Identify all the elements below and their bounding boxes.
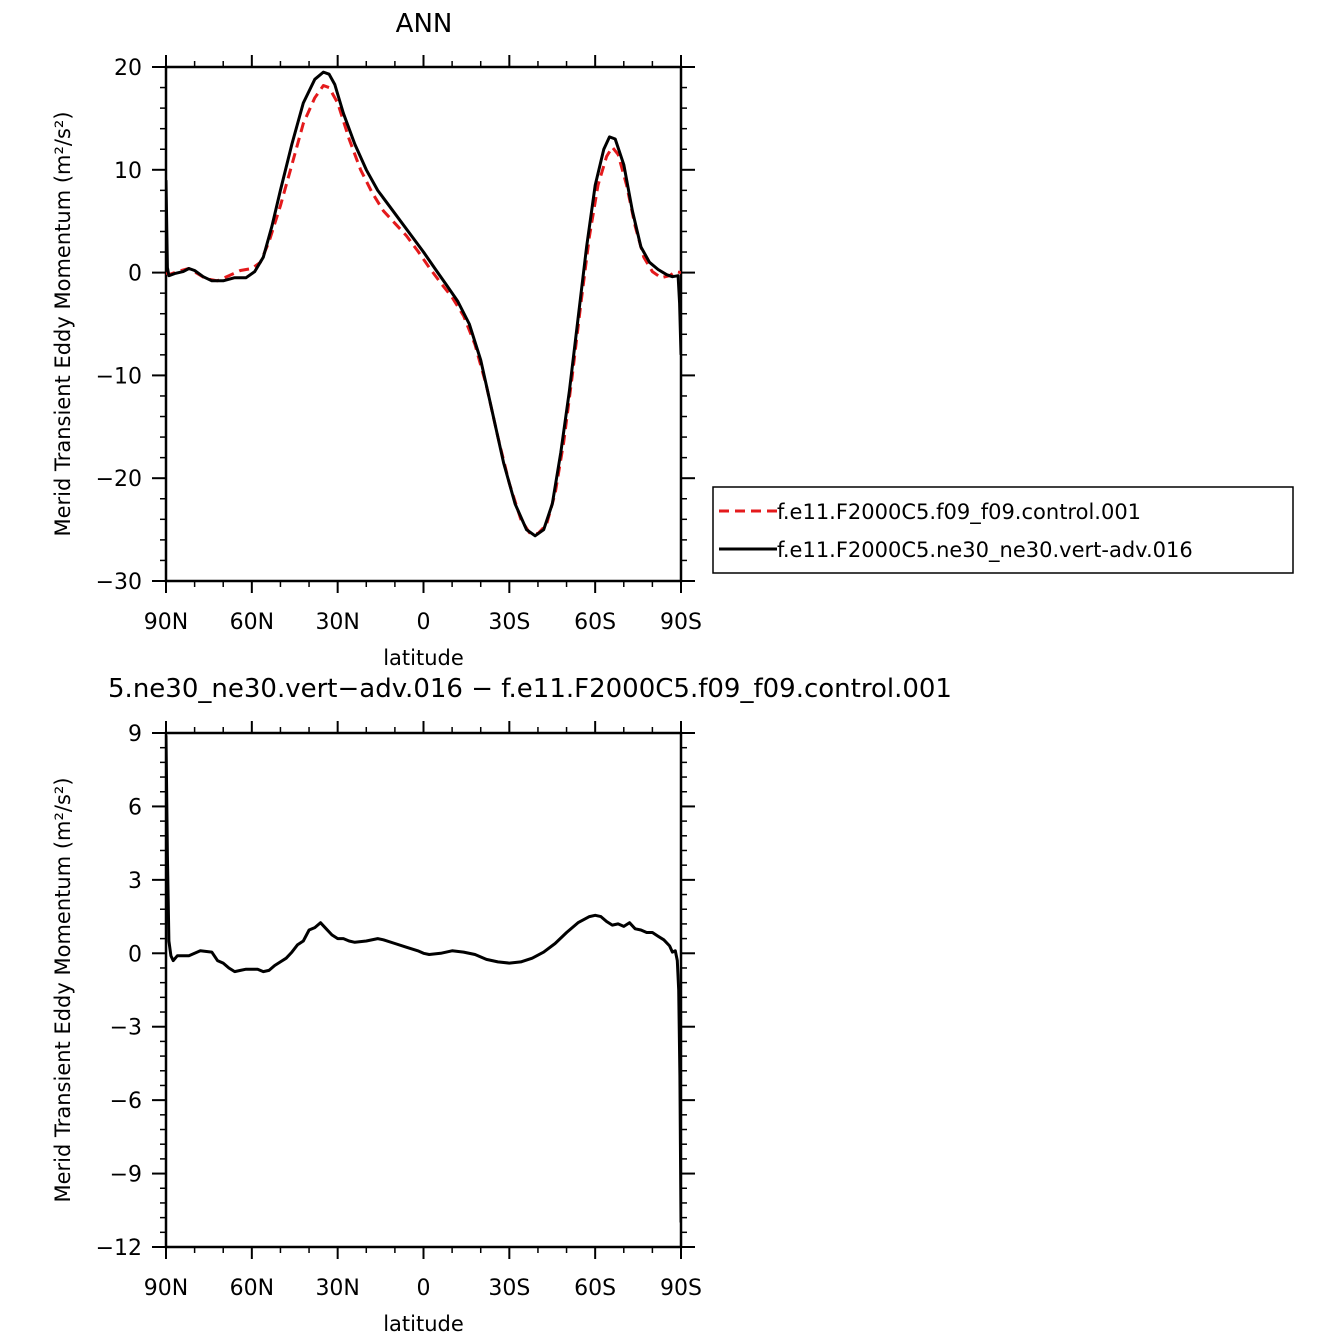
y-tick-label: −12 — [96, 1236, 142, 1261]
x-tick-label: 90N — [144, 610, 188, 635]
y-tick-label: 6 — [128, 795, 142, 820]
chart-title: ANN — [396, 9, 453, 39]
y-tick-label: 3 — [128, 869, 142, 894]
x-tick-label: 30N — [315, 610, 359, 635]
y-tick-label: −30 — [96, 570, 142, 595]
plot-frame — [164, 65, 683, 583]
y-axis-label: Merid Transient Eddy Momentum (m²/s²) — [51, 111, 75, 536]
legend-label-0: f.e11.F2000C5.f09_f09.control.001 — [777, 500, 1141, 525]
series-line-0 — [166, 735, 681, 1223]
x-tick-label: 30S — [488, 610, 530, 635]
legend-label-1: f.e11.F2000C5.ne30_ne30.vert-adv.016 — [777, 538, 1193, 563]
x-tick-label: 60S — [574, 610, 616, 635]
x-tick-label: 0 — [417, 1276, 431, 1301]
y-axis-label: Merid Transient Eddy Momentum (m²/s²) — [51, 777, 75, 1202]
x-tick-label: 90S — [660, 610, 702, 635]
panel-top-chart: ANN 90N 60N 30N 0 30S 60S 90S 20 10 0 −10 −20 −30 lati… — [51, 9, 1294, 670]
legend-box — [712, 486, 1294, 574]
y-tick-label: 0 — [128, 262, 142, 287]
y-tick-label: −9 — [110, 1163, 142, 1188]
x-tick-label: 90S — [660, 1276, 702, 1301]
x-tick-label: 60N — [230, 610, 274, 635]
panel-bottom-chart: 5.ne30_ne30.vert−adv.016 − f.e11.F2000C5… — [51, 674, 952, 1336]
x-axis-label: latitude — [383, 646, 464, 670]
y-tick-label: −6 — [110, 1089, 142, 1114]
y-tick-label: −20 — [96, 467, 142, 492]
chart-title: 5.ne30_ne30.vert−adv.016 − f.e11.F2000C5… — [108, 674, 952, 704]
y-tick-label: 20 — [114, 56, 142, 81]
x-tick-label: 30N — [315, 1276, 359, 1301]
series-line-1 — [166, 70, 681, 538]
x-tick-label: 60N — [230, 1276, 274, 1301]
y-tick-label: 9 — [128, 722, 142, 747]
x-tick-label: 90N — [144, 1276, 188, 1301]
y-tick-label: 10 — [114, 159, 142, 184]
x-tick-label: 0 — [417, 610, 431, 635]
x-tick-label: 60S — [574, 1276, 616, 1301]
x-tick-label: 30S — [488, 1276, 530, 1301]
y-tick-label: 0 — [128, 942, 142, 967]
y-tick-label: −3 — [110, 1016, 142, 1041]
x-axis-label: latitude — [383, 1312, 464, 1336]
plot-frame — [164, 731, 683, 1249]
y-tick-label: −10 — [96, 364, 142, 389]
